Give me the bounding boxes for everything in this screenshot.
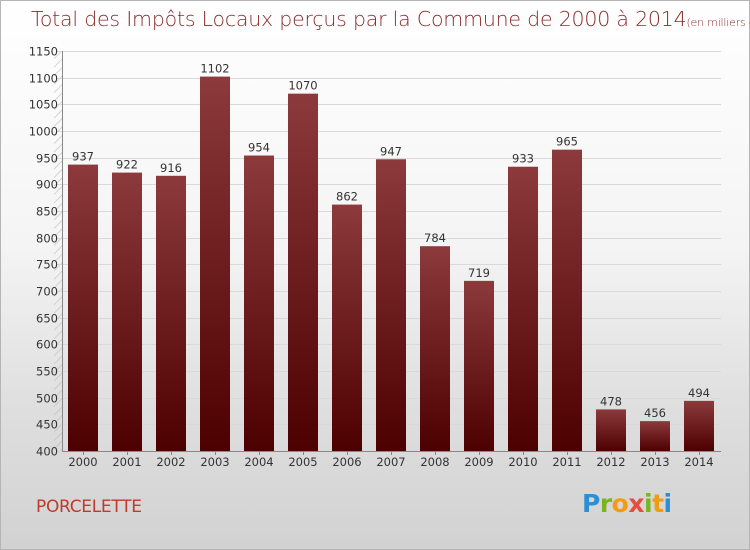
bar-value-label: 954	[248, 141, 270, 155]
bar	[464, 280, 494, 451]
bar-value-label: 719	[468, 266, 490, 280]
x-tick-label: 2006	[332, 455, 361, 469]
chart-title: Total des Impôts Locaux perçus par la Co…	[31, 7, 750, 31]
bar	[376, 159, 406, 451]
y-tick-label: 1050	[29, 98, 58, 112]
x-tick-label: 2014	[684, 455, 713, 469]
y-tick-label: 900	[36, 178, 58, 192]
logo-letter: t	[652, 489, 664, 518]
bar-value-label: 1102	[200, 62, 229, 76]
x-tick-label: 2004	[244, 455, 273, 469]
chart-subtitle: (en milliers d'€)	[686, 16, 750, 29]
x-tick-label: 2009	[464, 455, 493, 469]
y-tick-label: 500	[36, 392, 58, 406]
x-tick-label: 2003	[200, 455, 229, 469]
bar-value-label: 937	[72, 150, 94, 164]
x-tick-label: 2013	[640, 455, 669, 469]
logo-letter: r	[599, 489, 612, 518]
y-axis-hatch	[54, 51, 62, 451]
bar	[112, 172, 142, 451]
y-tick-label: 750	[36, 258, 58, 272]
y-tick-label: 400	[36, 445, 58, 459]
bar	[508, 166, 538, 451]
y-tick-label: 650	[36, 312, 58, 326]
y-tick-label: 950	[36, 152, 58, 166]
bar	[200, 76, 230, 451]
bar-value-label: 916	[160, 161, 182, 175]
bar-value-label: 784	[424, 231, 446, 245]
y-tick-label: 700	[36, 285, 58, 299]
bar	[420, 246, 450, 451]
bar-value-label: 947	[380, 144, 402, 158]
bar-value-label: 478	[600, 394, 622, 408]
bar	[684, 400, 714, 451]
x-tick-label: 2000	[68, 455, 97, 469]
bar	[68, 164, 98, 451]
y-tick-label: 450	[36, 418, 58, 432]
proxiti-logo: Proxiti	[582, 489, 672, 518]
y-tick-label: 1000	[29, 125, 58, 139]
x-tick-label: 2010	[508, 455, 537, 469]
bar-value-label: 494	[688, 386, 710, 400]
bar	[332, 204, 362, 451]
bar-value-label: 933	[512, 152, 534, 166]
logo-letter: i	[644, 489, 653, 518]
logo-letter: P	[582, 489, 600, 518]
y-tick-label: 850	[36, 205, 58, 219]
bar	[244, 155, 274, 452]
bar-value-label: 965	[556, 135, 578, 149]
bar	[552, 149, 582, 451]
bar	[156, 175, 186, 452]
bar	[288, 93, 318, 452]
logo-letter: o	[611, 489, 629, 518]
bar-value-label: 456	[644, 406, 666, 420]
bar-value-label: 922	[116, 158, 138, 172]
bar-value-label: 862	[336, 190, 358, 204]
x-tick-label: 2008	[420, 455, 449, 469]
logo-letter: i	[663, 489, 673, 518]
x-tick-label: 2011	[552, 455, 581, 469]
logo-letter: x	[628, 489, 644, 518]
y-tick-label: 800	[36, 232, 58, 246]
x-tick-label: 2002	[156, 455, 185, 469]
x-tick-label: 2001	[112, 455, 141, 469]
bar-value-label: 1070	[288, 79, 317, 93]
y-tick-label: 550	[36, 365, 58, 379]
x-tick-label: 2007	[376, 455, 405, 469]
y-tick-label: 600	[36, 338, 58, 352]
bar	[596, 409, 626, 451]
x-tick-label: 2012	[596, 455, 625, 469]
y-tick-label: 1150	[29, 45, 58, 59]
commune-name: PORCELETTE	[36, 497, 142, 517]
chart-title-text: Total des Impôts Locaux perçus par la Co…	[31, 7, 687, 31]
y-tick-label: 1100	[29, 72, 58, 86]
bar	[640, 421, 670, 451]
x-tick-label: 2005	[288, 455, 317, 469]
